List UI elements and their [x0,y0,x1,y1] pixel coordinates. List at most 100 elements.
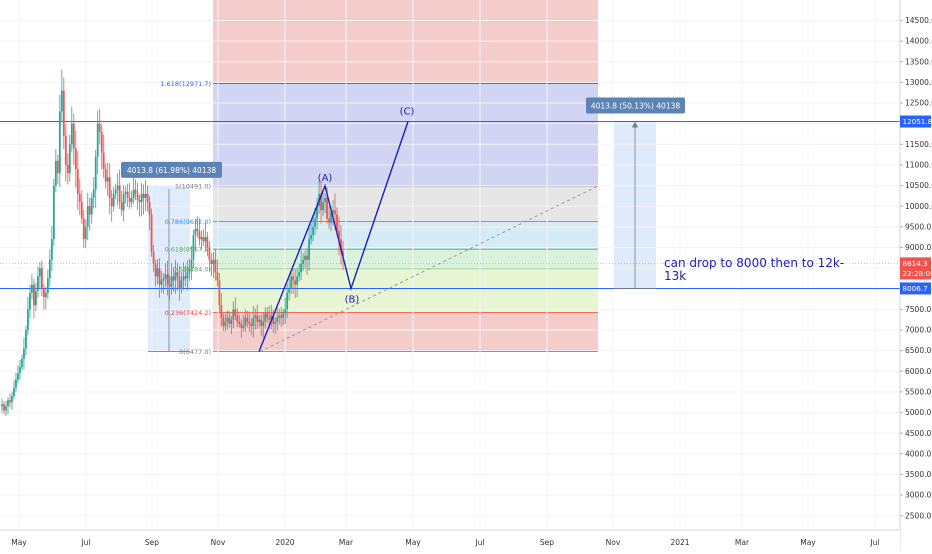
candle-body [302,260,304,264]
candle-body [312,227,314,235]
candle-body [131,198,133,202]
candle-body [197,229,199,231]
candle-body [5,406,7,410]
candle-body [93,190,95,198]
x-tick-label: 2021 [670,538,689,547]
y-tick-label: 10000.0 [905,202,932,211]
y-tick-label: 2500.0 [905,511,931,520]
candle-body [119,186,121,203]
measure-tag-text: 4013.8 (50.13%) 40138 [591,102,681,111]
candle-body [322,202,324,210]
y-tick-label: 13000.0 [905,78,932,87]
candle-body [125,192,127,194]
candle-body [179,276,181,288]
fib-level-label: 0.5(8484.0) [173,265,211,273]
y-tick-label: 3000.0 [905,491,931,500]
y-tick-label: 5000.0 [905,408,931,417]
candle-body [294,280,296,284]
candle-body [254,316,256,318]
candle-body [75,148,77,169]
wave-label: (A) [318,173,333,184]
candle-body [79,194,81,202]
y-tick-label: 11500.0 [905,140,932,149]
candle-body [95,157,97,190]
candle-body [262,322,264,326]
candle-body [328,219,330,223]
y-tick-label: 10500.0 [905,181,932,190]
candle-body [151,214,153,251]
candle-body [324,198,326,202]
x-tick-label: Sep [540,538,554,547]
candle-body [1,404,3,406]
y-tick-label: 14000.0 [905,37,932,46]
y-tick-label: 4000.0 [905,449,931,458]
candle-body [298,272,300,276]
candle-body [49,260,51,279]
x-tick-label: Mar [339,538,354,547]
candle-body [103,153,105,170]
price-tag-text: 8006.7 [903,284,928,293]
candle-body [314,219,316,227]
candle-body [113,194,115,206]
fib-zone [213,0,598,84]
wave-label: (B) [345,294,360,305]
candle-body [57,161,59,173]
candle-body [292,276,294,280]
candle-body [117,186,119,190]
candle-body [260,320,262,326]
candle-body [310,235,312,239]
candle-body [326,198,328,219]
candle-body [246,318,248,322]
candle-body [214,260,216,272]
candle-body [15,380,17,388]
fib-level-label: 1(10491.0) [175,182,211,190]
candle-body [67,165,69,173]
price-tag-text: 8614.3 [903,259,928,268]
candle-body [195,229,197,235]
candle-body [256,316,258,322]
candle-body [266,313,268,317]
candle-body [185,276,187,278]
candle-body [334,210,336,214]
candle-body [218,280,220,305]
candle-body [109,177,111,198]
candle-body [210,260,212,264]
candle-body [238,322,240,324]
candle-body [278,316,280,318]
x-tick-label: May [800,538,816,547]
candle-body [63,91,65,136]
candle-body [240,324,242,328]
x-tick-label: Nov [211,538,226,547]
candle-body [61,91,63,112]
candle-body [181,280,183,288]
x-tick-label: Nov [606,538,621,547]
candle-body [9,400,11,402]
candle-body [216,272,218,280]
fib-level-label: 1.618(12971.7) [160,80,211,88]
wave-label: (C) [400,107,415,118]
candle-body [280,316,282,318]
candle-body [55,161,57,186]
candle-body [242,326,244,328]
annotation-text: 13k [664,269,686,283]
x-tick-label: Sep [145,538,159,547]
candle-body [250,324,252,326]
candle-body [39,268,41,276]
candle-body [47,278,49,292]
annotation-text: can drop to 8000 then to 12k- [664,256,844,270]
x-tick-label: 2020 [275,538,294,547]
candle-body [143,194,145,198]
y-tick-label: 5500.0 [905,387,931,396]
candle-body [226,318,228,322]
candle-body [127,192,129,198]
candle-body [105,169,107,181]
candle-body [51,239,53,260]
candle-body [81,202,83,219]
candle-body [31,285,33,293]
candle-body [7,400,9,406]
x-tick-label: Jul [80,538,90,547]
candle-body [276,318,278,322]
candle-body [139,200,141,202]
